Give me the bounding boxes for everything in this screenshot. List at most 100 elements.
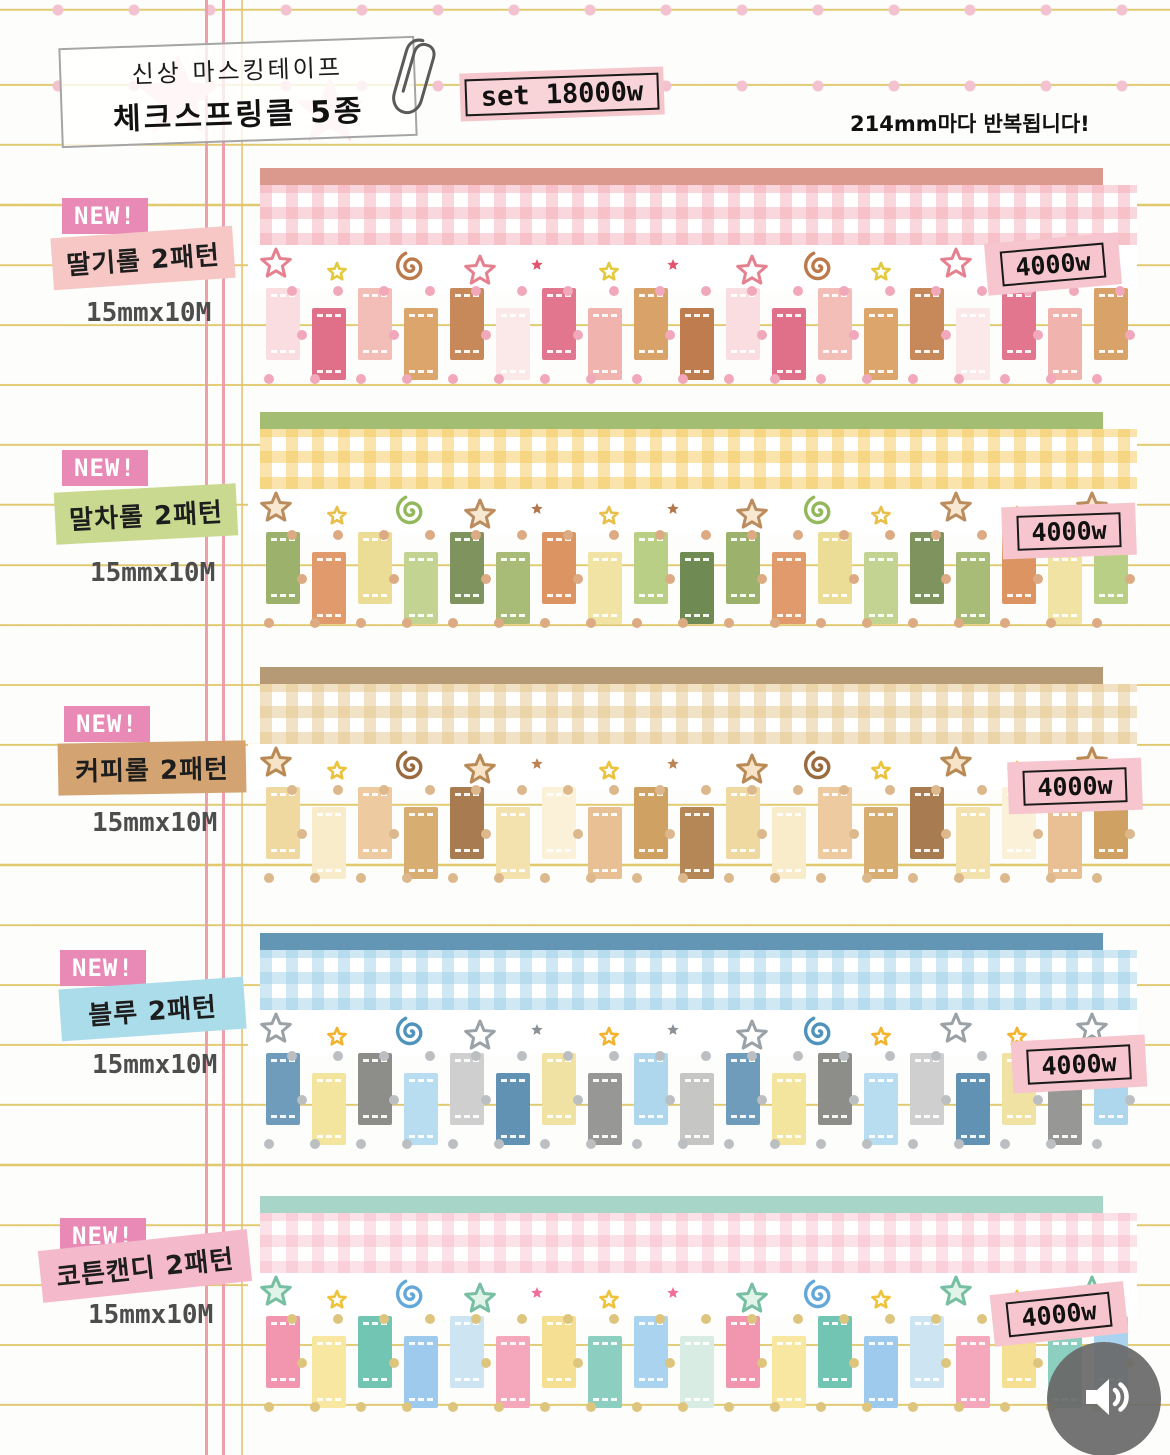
dot (586, 1139, 596, 1149)
size-text: 15mmx10M (88, 1300, 214, 1330)
washi-roll (864, 308, 898, 380)
stitch-line (1099, 350, 1123, 353)
dot (849, 1358, 859, 1368)
dot (389, 574, 399, 584)
star-icon (1074, 1011, 1110, 1047)
dot (941, 1095, 951, 1105)
dot (793, 1314, 803, 1324)
star-icon (666, 1285, 680, 1299)
dot (563, 530, 573, 540)
dot (954, 618, 964, 628)
stitch-line (869, 869, 893, 872)
stitch-line (961, 1342, 985, 1345)
dot (586, 374, 596, 384)
stitch-line (501, 614, 525, 617)
washi-roll (450, 532, 484, 604)
dot (389, 1358, 399, 1368)
dot (724, 1139, 734, 1149)
dot (264, 1402, 274, 1412)
stitch-line (1053, 370, 1077, 373)
washi-roll (818, 787, 852, 859)
margin-line-left (205, 0, 208, 1455)
dot (941, 1358, 951, 1368)
star-icon (462, 1018, 498, 1054)
washi-roll (910, 532, 944, 604)
star-icon (462, 253, 498, 289)
dot (1125, 829, 1135, 839)
margin-line-right (222, 0, 225, 1455)
washi-roll (634, 288, 668, 360)
dot (816, 873, 826, 883)
dot (1033, 1358, 1043, 1368)
stitch-line (455, 294, 479, 297)
dot (1046, 1139, 1056, 1149)
dot (494, 618, 504, 628)
dot (297, 829, 307, 839)
stitch-line (593, 1079, 617, 1082)
dot (586, 618, 596, 628)
dot (1125, 330, 1135, 340)
dot (701, 785, 711, 795)
size-text: 15mmx10M (86, 298, 212, 328)
star-icon (326, 1289, 348, 1311)
tape-solid-bar (260, 933, 1103, 950)
dot (333, 1051, 343, 1061)
stitch-line (1007, 294, 1031, 297)
star-icon (870, 1289, 892, 1311)
dot (310, 618, 320, 628)
price-tag: 4000w (1010, 1034, 1148, 1094)
stitch-line (547, 1115, 571, 1118)
stitch-line (363, 1322, 387, 1325)
dot (402, 873, 412, 883)
star-icon (530, 257, 544, 271)
washi-roll (404, 552, 438, 624)
dot (701, 1314, 711, 1324)
dot (379, 530, 389, 540)
dot (678, 1402, 688, 1412)
washi-roll (1002, 288, 1036, 360)
stitch-line (961, 869, 985, 872)
stitch-line (593, 614, 617, 617)
stitch-line (1053, 1135, 1077, 1138)
dot (287, 286, 297, 296)
washi-roll (818, 1316, 852, 1388)
stitch-line (731, 538, 755, 541)
dot (425, 785, 435, 795)
dot (1046, 873, 1056, 883)
tape-roll-strip (260, 1051, 1137, 1151)
washi-roll (404, 1073, 438, 1145)
star-icon (326, 261, 348, 283)
dot (609, 1051, 619, 1061)
stitch-line (363, 350, 387, 353)
dot (757, 1358, 767, 1368)
dot (954, 1139, 964, 1149)
dot (941, 574, 951, 584)
washi-roll (634, 787, 668, 859)
dot (517, 1314, 527, 1324)
washi-roll (956, 807, 990, 879)
stitch-line (455, 793, 479, 796)
dot (908, 1139, 918, 1149)
dot (471, 1314, 481, 1324)
washi-roll (1048, 807, 1082, 879)
washi-roll (956, 1073, 990, 1145)
dot (665, 1095, 675, 1105)
new-badge: NEW! (60, 950, 146, 986)
stitch-line (271, 350, 295, 353)
dot (1033, 330, 1043, 340)
star-icon (462, 497, 498, 533)
washi-roll (496, 807, 530, 879)
dot (573, 330, 583, 340)
stitch-line (1053, 614, 1077, 617)
stitch-line (317, 1398, 341, 1401)
dot (471, 530, 481, 540)
dot (1000, 1402, 1010, 1412)
dot (908, 873, 918, 883)
dot (494, 374, 504, 384)
dot (609, 530, 619, 540)
mute-button[interactable] (1047, 1342, 1161, 1455)
tape-gingham-strip (260, 185, 1137, 245)
stitch-line (685, 1342, 709, 1345)
star-icon (530, 1022, 544, 1036)
dot (310, 374, 320, 384)
